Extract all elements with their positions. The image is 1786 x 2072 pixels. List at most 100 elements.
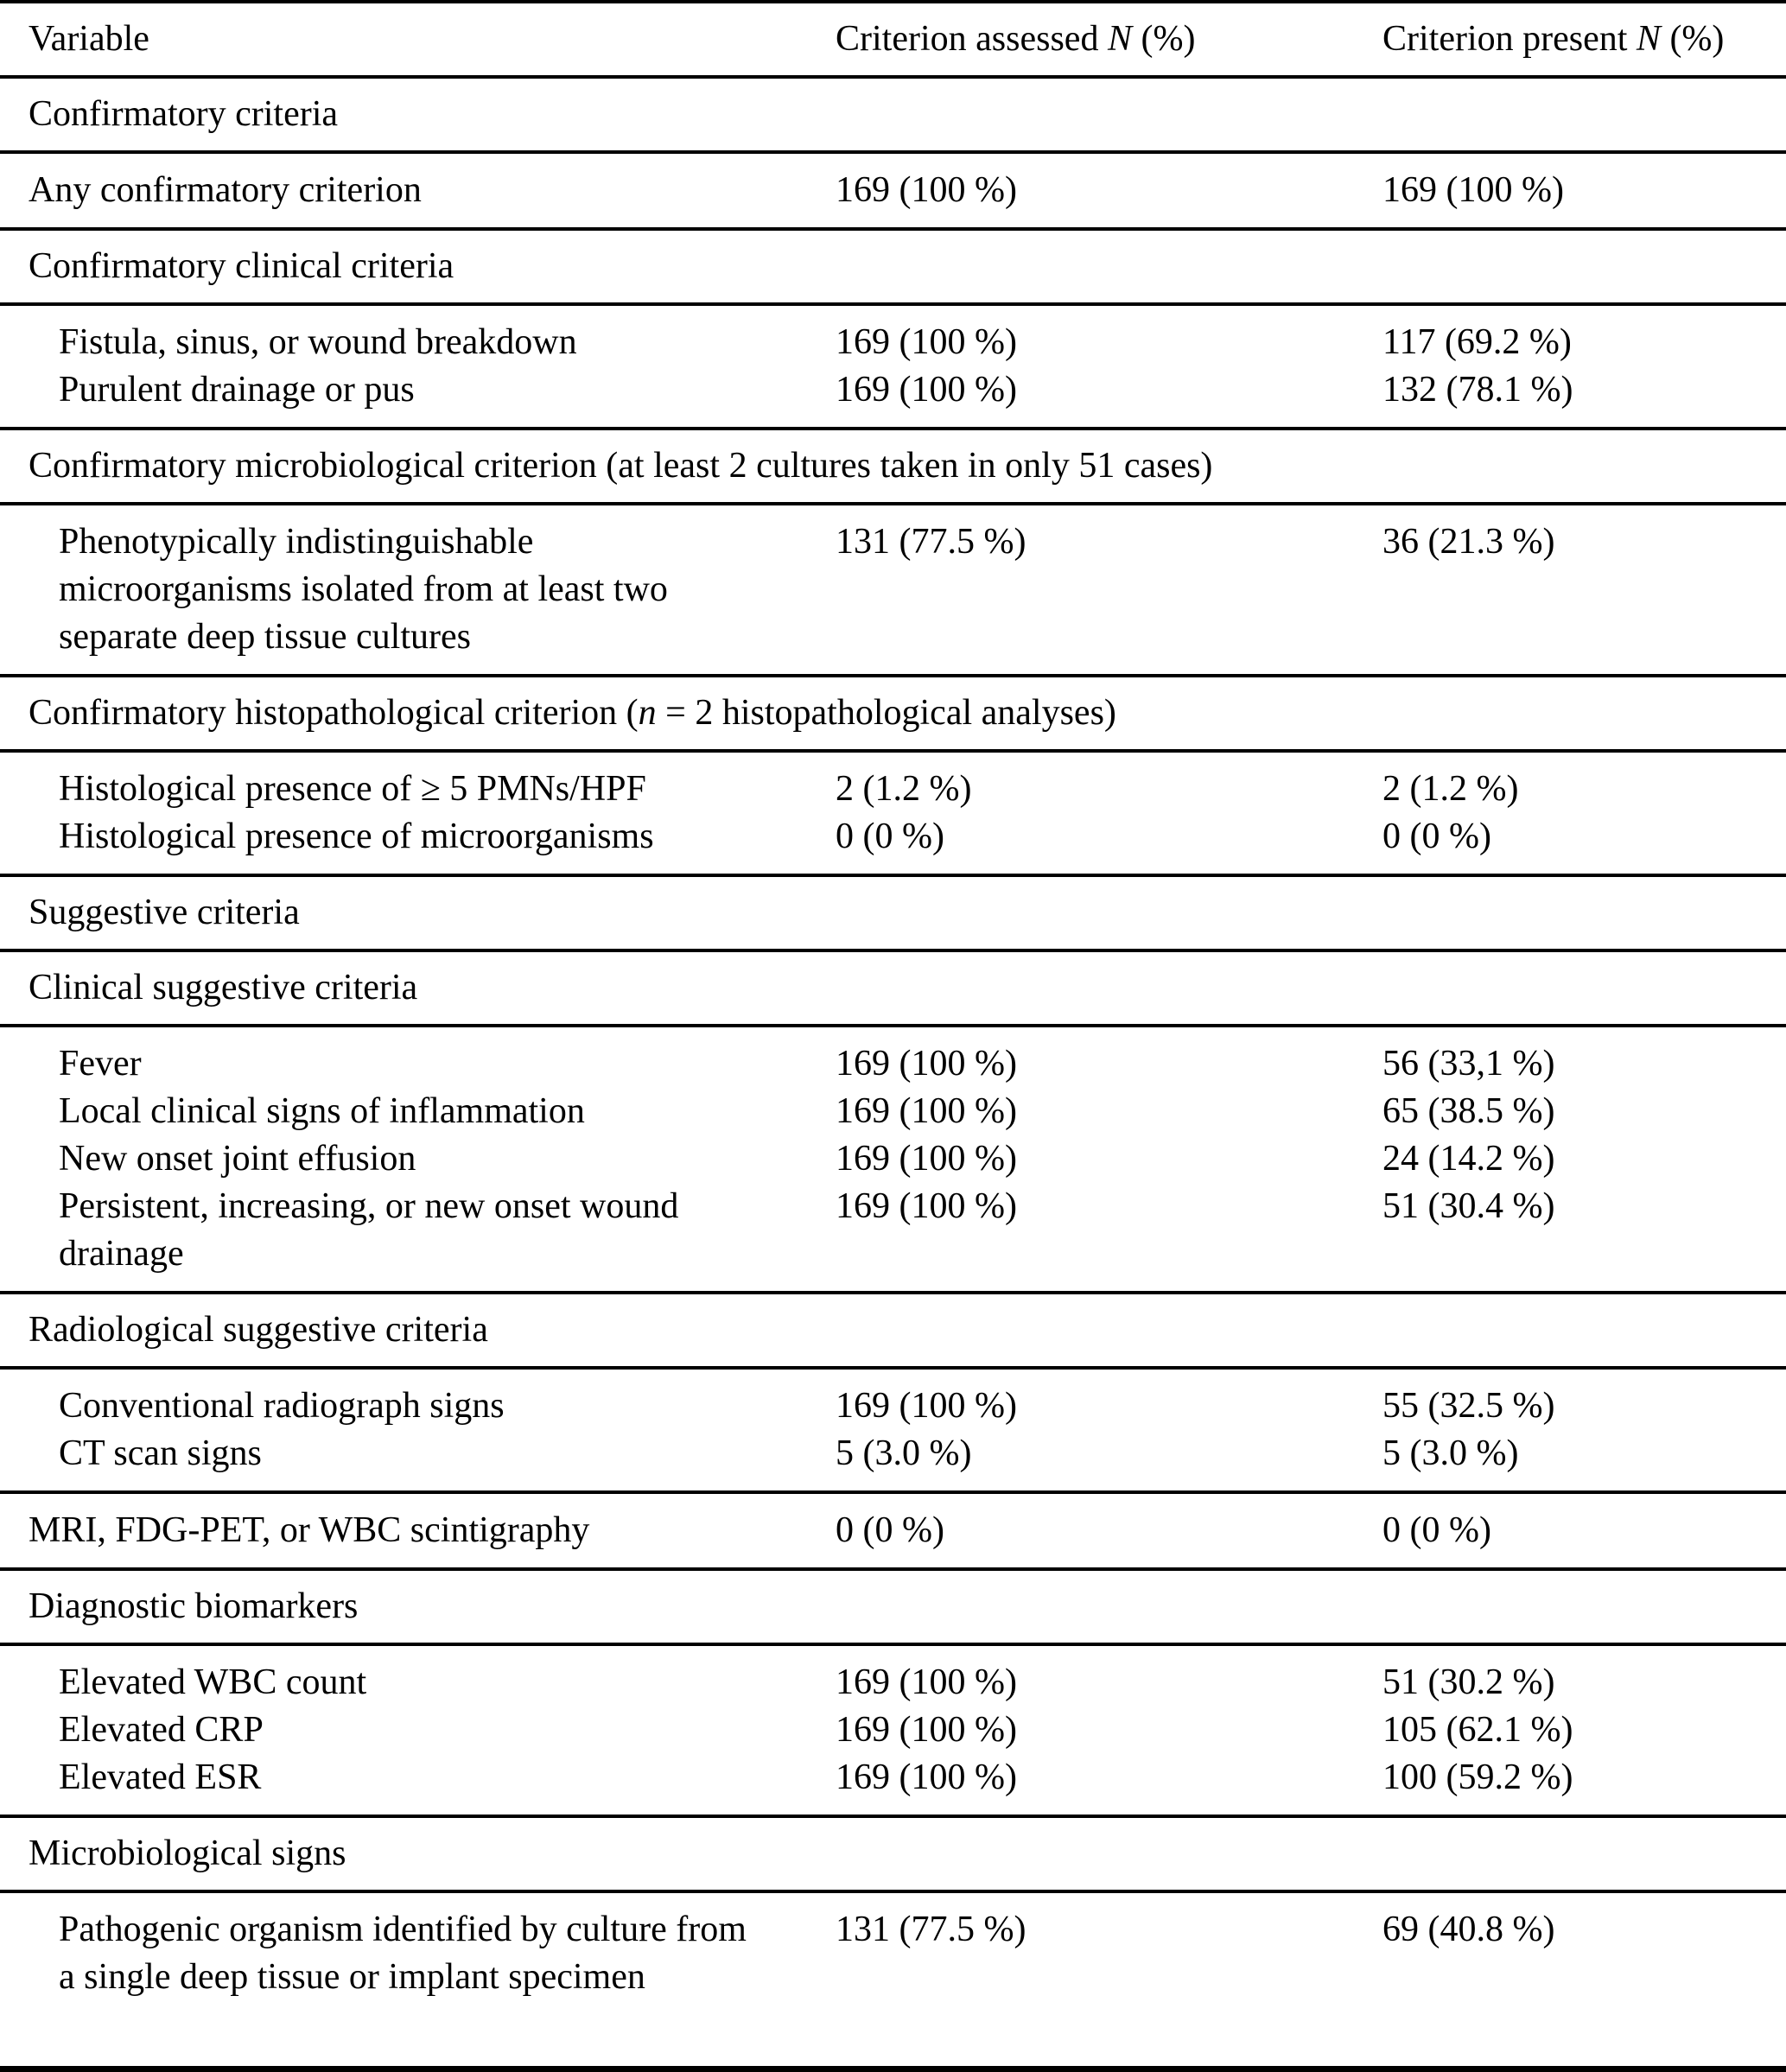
header-n-symbol: N <box>1107 19 1132 59</box>
row-label: Local clinical signs of inflammation <box>59 1091 585 1131</box>
section-label-part: = 2 histopathological analyses) <box>656 693 1116 733</box>
table-row: Histological presence of microorganisms … <box>0 813 1786 861</box>
criterion-assessed-value: 131 (77.5 %) <box>836 1910 1026 1949</box>
header-text: Criterion assessed <box>836 19 1108 59</box>
criterion-assessed-value: 0 (0 %) <box>836 817 944 856</box>
row-label: Elevated ESR <box>59 1757 262 1797</box>
header-text: (%) <box>1131 19 1196 59</box>
criterion-assessed-value: 131 (77.5 %) <box>836 522 1026 562</box>
criterion-present-value: 0 (0 %) <box>1382 1510 1491 1550</box>
criterion-assessed-value: 169 (100 %) <box>836 1186 1017 1226</box>
criterion-present-value: 105 (62.1 %) <box>1382 1710 1573 1750</box>
section-label-part: Confirmatory histopathological criterion… <box>29 693 639 733</box>
section-microbiological-signs: Microbiological signs <box>0 1818 1786 1893</box>
rows-any-confirmatory: Any confirmatory criterion 169 (100 %) 1… <box>0 154 1786 231</box>
table-row: Purulent drainage or pus 169 (100 %) 132… <box>0 366 1786 414</box>
header-text: (%) <box>1660 19 1725 59</box>
table-row: Elevated ESR 169 (100 %) 100 (59.2 %) <box>0 1754 1786 1802</box>
row-label: MRI, FDG-PET, or WBC scintigraphy <box>29 1510 590 1550</box>
criterion-assessed-value: 169 (100 %) <box>836 1662 1017 1702</box>
row-label: Fistula, sinus, or wound breakdown <box>59 322 577 362</box>
criterion-present-value: 51 (30.2 %) <box>1382 1662 1555 1702</box>
rows-confirmatory-clinical: Fistula, sinus, or wound breakdown 169 (… <box>0 306 1786 430</box>
row-label: Conventional radiograph signs <box>59 1386 505 1426</box>
table-row: Local clinical signs of inflammation 169… <box>0 1088 1786 1135</box>
criterion-present-value: 100 (59.2 %) <box>1382 1757 1573 1797</box>
criterion-present-value: 24 (14.2 %) <box>1382 1139 1555 1179</box>
table-header-row: Variable Criterion assessed N (%) Criter… <box>0 16 1786 63</box>
criterion-present-value: 5 (3.0 %) <box>1382 1433 1519 1473</box>
criterion-assessed-value: 169 (100 %) <box>836 1757 1017 1797</box>
criterion-assessed-value: 5 (3.0 %) <box>836 1433 972 1473</box>
section-diagnostic-biomarkers: Diagnostic biomarkers <box>0 1571 1786 1646</box>
criterion-present-value: 36 (21.3 %) <box>1382 522 1555 562</box>
section-confirmatory-microbiological: Confirmatory microbiological criterion (… <box>0 430 1786 505</box>
table-row: Conventional radiograph signs 169 (100 %… <box>0 1382 1786 1430</box>
rows-clinical-suggestive: Fever 169 (100 %) 56 (33,1 %) Local clin… <box>0 1027 1786 1294</box>
row-label: Elevated WBC count <box>59 1662 367 1702</box>
table-row: New onset joint effusion 169 (100 %) 24 … <box>0 1135 1786 1183</box>
table-row: Phenotypically indistinguishable microor… <box>0 518 1786 661</box>
table-row: Pathogenic organism identified by cultur… <box>0 1906 1786 2001</box>
criterion-assessed-value: 169 (100 %) <box>836 370 1017 410</box>
criterion-assessed-value: 0 (0 %) <box>836 1510 944 1550</box>
rows-confirmatory-histopathological: Histological presence of ≥ 5 PMNs/HPF 2 … <box>0 753 1786 877</box>
section-confirmatory-histopathological: Confirmatory histopathological criterion… <box>0 677 1786 753</box>
table-row: MRI, FDG-PET, or WBC scintigraphy 0 (0 %… <box>0 1507 1786 1554</box>
criterion-present-value: 2 (1.2 %) <box>1382 769 1519 809</box>
section-radiological-suggestive-criteria: Radiological suggestive criteria <box>0 1294 1786 1370</box>
criterion-present-value: 169 (100 %) <box>1382 170 1564 210</box>
column-header-criterion-assessed: Criterion assessed N (%) <box>836 16 1382 63</box>
row-label: CT scan signs <box>59 1433 262 1473</box>
criterion-present-value: 56 (33,1 %) <box>1382 1044 1555 1084</box>
section-suggestive-criteria: Suggestive criteria <box>0 877 1786 952</box>
row-label: New onset joint effusion <box>59 1139 416 1179</box>
row-label: Fever <box>59 1044 142 1084</box>
row-label: Purulent drainage or pus <box>59 370 415 410</box>
criterion-assessed-value: 169 (100 %) <box>836 1044 1017 1084</box>
criterion-present-value: 65 (38.5 %) <box>1382 1091 1555 1131</box>
table-row: Fever 169 (100 %) 56 (33,1 %) <box>0 1040 1786 1088</box>
criterion-present-value: 0 (0 %) <box>1382 817 1491 856</box>
table-header-block: Variable Criterion assessed N (%) Criter… <box>0 3 1786 79</box>
table-row: Fistula, sinus, or wound breakdown 169 (… <box>0 319 1786 366</box>
column-header-criterion-present: Criterion present N (%) <box>1382 16 1786 63</box>
column-header-variable: Variable <box>29 19 149 59</box>
header-n-symbol: N <box>1636 19 1661 59</box>
row-label: Pathogenic organism identified by cultur… <box>59 1910 747 1997</box>
criterion-assessed-value: 169 (100 %) <box>836 1710 1017 1750</box>
rows-diagnostic-biomarkers: Elevated WBC count 169 (100 %) 51 (30.2 … <box>0 1646 1786 1818</box>
rows-radiological-suggestive: Conventional radiograph signs 169 (100 %… <box>0 1370 1786 1494</box>
criterion-present-value: 69 (40.8 %) <box>1382 1910 1555 1949</box>
section-clinical-suggestive-criteria: Clinical suggestive criteria <box>0 952 1786 1027</box>
table-row: CT scan signs 5 (3.0 %) 5 (3.0 %) <box>0 1430 1786 1478</box>
row-label: Elevated CRP <box>59 1710 264 1750</box>
rows-mri-scintigraphy: MRI, FDG-PET, or WBC scintigraphy 0 (0 %… <box>0 1494 1786 1571</box>
section-n-symbol: n <box>638 693 657 733</box>
criterion-present-value: 132 (78.1 %) <box>1382 370 1573 410</box>
table-row: Any confirmatory criterion 169 (100 %) 1… <box>0 167 1786 214</box>
row-label: Phenotypically indistinguishable microor… <box>59 522 668 657</box>
row-label: Histological presence of ≥ 5 PMNs/HPF <box>59 769 646 809</box>
criterion-assessed-value: 169 (100 %) <box>836 1091 1017 1131</box>
criterion-assessed-value: 169 (100 %) <box>836 322 1017 362</box>
criterion-assessed-value: 169 (100 %) <box>836 170 1017 210</box>
rows-confirmatory-microbiological: Phenotypically indistinguishable microor… <box>0 505 1786 677</box>
criterion-assessed-value: 169 (100 %) <box>836 1139 1017 1179</box>
row-label: Persistent, increasing, or new onset wou… <box>59 1186 679 1274</box>
rows-microbiological-signs: Pathogenic organism identified by cultur… <box>0 1893 1786 2014</box>
criterion-present-value: 51 (30.4 %) <box>1382 1186 1555 1226</box>
criterion-assessed-value: 169 (100 %) <box>836 1386 1017 1426</box>
criterion-present-value: 117 (69.2 %) <box>1382 322 1572 362</box>
row-label: Histological presence of microorganisms <box>59 817 654 856</box>
criterion-present-value: 55 (32.5 %) <box>1382 1386 1555 1426</box>
criterion-assessed-value: 2 (1.2 %) <box>836 769 972 809</box>
header-text: Criterion present <box>1382 19 1637 59</box>
table-row: Histological presence of ≥ 5 PMNs/HPF 2 … <box>0 766 1786 813</box>
table-row: Persistent, increasing, or new onset wou… <box>0 1183 1786 1278</box>
section-confirmatory-clinical-criteria: Confirmatory clinical criteria <box>0 231 1786 306</box>
table-row: Elevated CRP 169 (100 %) 105 (62.1 %) <box>0 1707 1786 1754</box>
row-label: Any confirmatory criterion <box>29 170 422 210</box>
table-row: Elevated WBC count 169 (100 %) 51 (30.2 … <box>0 1659 1786 1707</box>
